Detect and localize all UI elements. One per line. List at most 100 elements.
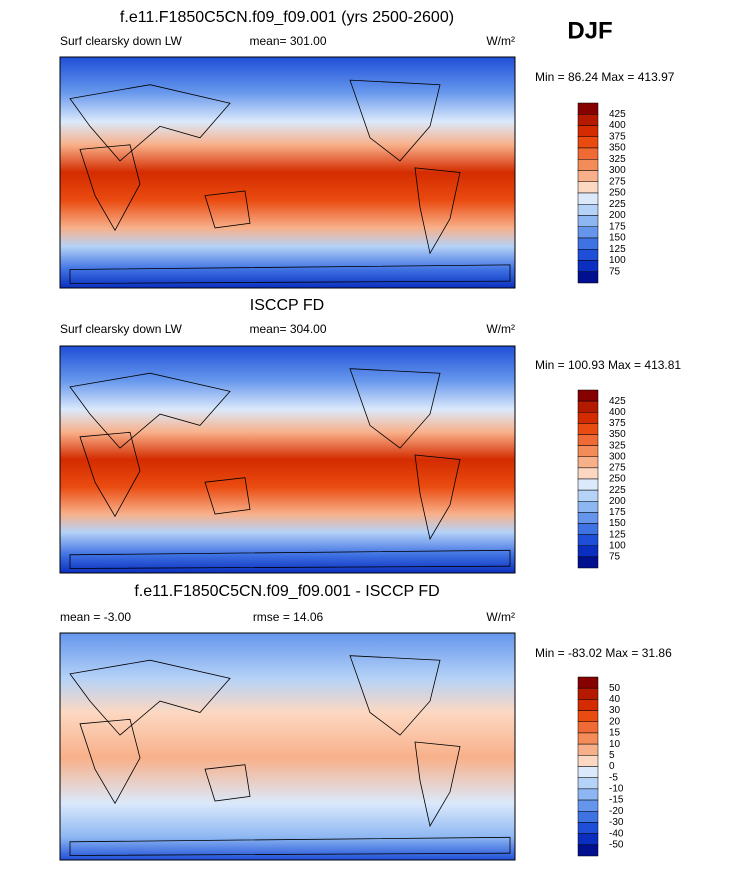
colorbar-label: 20: [609, 716, 621, 727]
coastline: [204, 477, 251, 515]
colorbar-box: [577, 260, 599, 272]
coastline: [79, 144, 141, 232]
coastline: [79, 718, 141, 805]
colorbar-label: 375: [609, 131, 626, 142]
colorbar-label: 275: [609, 176, 626, 187]
colorbar-box: [577, 844, 599, 857]
colorbar-label: 150: [609, 518, 626, 529]
colorbar-box: [577, 181, 599, 194]
colorbar-label: 250: [609, 474, 626, 485]
colorbar-box: [577, 512, 599, 524]
colorbar-label: 400: [609, 120, 626, 131]
colorbar-label: 325: [609, 440, 626, 451]
coastline: [69, 84, 231, 162]
colorbar-box: [577, 456, 599, 469]
panel-title: f.e11.F1850C5CN.f09_f09.001 - ISCCP FD: [134, 583, 439, 600]
colorbar-box: [577, 434, 599, 446]
coastline: [204, 764, 251, 802]
colorbar-box: [577, 833, 599, 846]
colorbar-box: [577, 721, 599, 734]
coastline: [414, 741, 461, 828]
colorbar-box: [577, 699, 599, 711]
coastline: [414, 167, 461, 255]
colorbar-label: 325: [609, 154, 626, 165]
colorbar-box: [577, 556, 599, 569]
colorbar-label: 425: [609, 109, 626, 120]
min-max: Min = 86.24 Max = 413.97: [535, 70, 675, 84]
colorbar-box: [577, 114, 599, 126]
colorbar-label: 400: [609, 407, 626, 418]
colorbar-box: [577, 159, 599, 171]
colorbar-box: [577, 676, 599, 689]
colorbar-label: -40: [609, 828, 624, 839]
coastline: [349, 368, 441, 449]
colorbar-label: -15: [609, 795, 624, 806]
colorbar-box: [577, 125, 599, 137]
min-max: Min = -83.02 Max = 31.86: [535, 646, 672, 660]
left-label: mean = -3.00: [60, 610, 131, 624]
colorbar-box: [577, 147, 599, 160]
colorbar-box: [577, 811, 599, 823]
colorbar-label: 175: [609, 221, 626, 232]
colorbar-box: [577, 732, 599, 745]
units-label: W/m²: [486, 34, 515, 48]
colorbar-box: [577, 215, 599, 227]
colorbar-label: 425: [609, 396, 626, 407]
units-label: W/m²: [486, 322, 515, 336]
colorbar-box: [577, 445, 599, 457]
colorbar-label: 300: [609, 451, 626, 462]
coastline: [204, 190, 251, 229]
min-max: Min = 100.93 Max = 413.81: [535, 358, 681, 372]
colorbar-box: [577, 204, 599, 216]
center-label: mean= 304.00: [249, 322, 326, 336]
coastline: [69, 372, 231, 449]
colorbar-box: [577, 271, 599, 284]
panel-title: ISCCP FD: [250, 297, 324, 314]
colorbar-label: -20: [609, 806, 624, 817]
coastline: [69, 836, 511, 856]
colorbar-box: [577, 400, 599, 413]
colorbar-label: 225: [609, 485, 626, 496]
colorbar-box: [577, 534, 599, 546]
colorbar-label: 150: [609, 233, 626, 244]
colorbar-box: [577, 788, 599, 801]
colorbar-box: [577, 192, 599, 205]
colorbar-label: 225: [609, 199, 626, 210]
colorbar-box: [577, 412, 599, 424]
colorbar-box: [577, 755, 599, 767]
colorbar-box: [577, 478, 599, 491]
colorbar-label: 200: [609, 210, 626, 221]
colorbar-label: 0: [609, 761, 615, 772]
colorbar-box: [577, 799, 599, 812]
colorbar-label: 175: [609, 507, 626, 518]
colorbar-label: 200: [609, 496, 626, 507]
panel-title: f.e11.F1850C5CN.f09_f09.001 (yrs 2500-26…: [120, 9, 454, 26]
colorbar-box: [577, 467, 599, 480]
coastline: [349, 655, 441, 736]
coastline: [69, 659, 231, 736]
colorbar-box: [577, 523, 599, 535]
colorbar-box: [577, 743, 599, 756]
colorbar-box: [577, 687, 599, 700]
colorbar-label: 100: [609, 540, 626, 551]
colorbar-box: [577, 423, 599, 435]
colorbar-label: 275: [609, 463, 626, 474]
colorbar-label: 375: [609, 418, 626, 429]
units-label: W/m²: [486, 610, 515, 624]
colorbar-box: [577, 170, 599, 182]
colorbar-box: [577, 710, 599, 722]
colorbar-label: -5: [609, 772, 618, 783]
center-label: rmse = 14.06: [253, 610, 324, 624]
colorbar-box: [577, 766, 599, 778]
map-field: [59, 56, 516, 289]
colorbar-box: [577, 489, 599, 502]
colorbar-label: 30: [609, 705, 621, 716]
colorbar-box: [577, 545, 599, 558]
colorbar-label: 10: [609, 739, 621, 750]
colorbar-label: 125: [609, 529, 626, 540]
colorbar-box: [577, 389, 599, 402]
season-label: DJF: [567, 17, 612, 44]
colorbar-box: [577, 136, 599, 149]
coastline: [69, 264, 511, 284]
